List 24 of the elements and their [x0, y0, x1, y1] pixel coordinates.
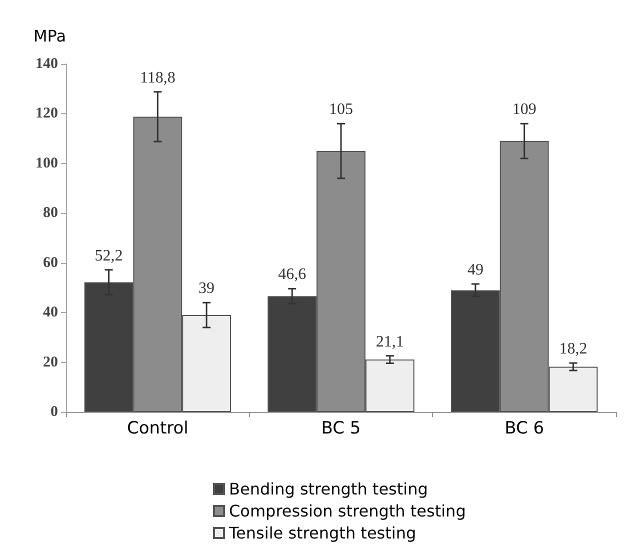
data-label: 21,1	[376, 333, 404, 350]
y-tick-label: 80	[43, 205, 58, 222]
legend-label: Tensile strength testing	[228, 524, 416, 542]
data-label: 109	[512, 101, 536, 118]
y-tick-label: 120	[36, 106, 58, 122]
data-label: 52,2	[94, 247, 123, 264]
x-tick-label: BC 6	[504, 418, 544, 438]
y-tick-label: 0	[50, 404, 58, 420]
y-axis-title: MPa	[33, 26, 66, 46]
data-label: 105	[329, 101, 353, 118]
x-tick-label: BC 5	[321, 418, 361, 438]
y-tick-label: 20	[43, 354, 58, 370]
data-label: 18,2	[559, 340, 588, 358]
data-label: 46,6	[278, 266, 306, 284]
data-label: 39	[198, 280, 215, 298]
y-tick-label: 40	[43, 304, 58, 321]
legend-label: Bending strength testing	[229, 480, 428, 498]
data-label: 49	[467, 261, 484, 278]
data-label: 118,8	[140, 69, 176, 86]
x-tick-label: Control	[126, 418, 188, 438]
y-tick-label: 60	[43, 254, 58, 271]
legend-label: Compression strength testing	[229, 502, 466, 520]
y-tick-label: 100	[36, 155, 58, 172]
y-tick-label: 140	[36, 56, 58, 72]
